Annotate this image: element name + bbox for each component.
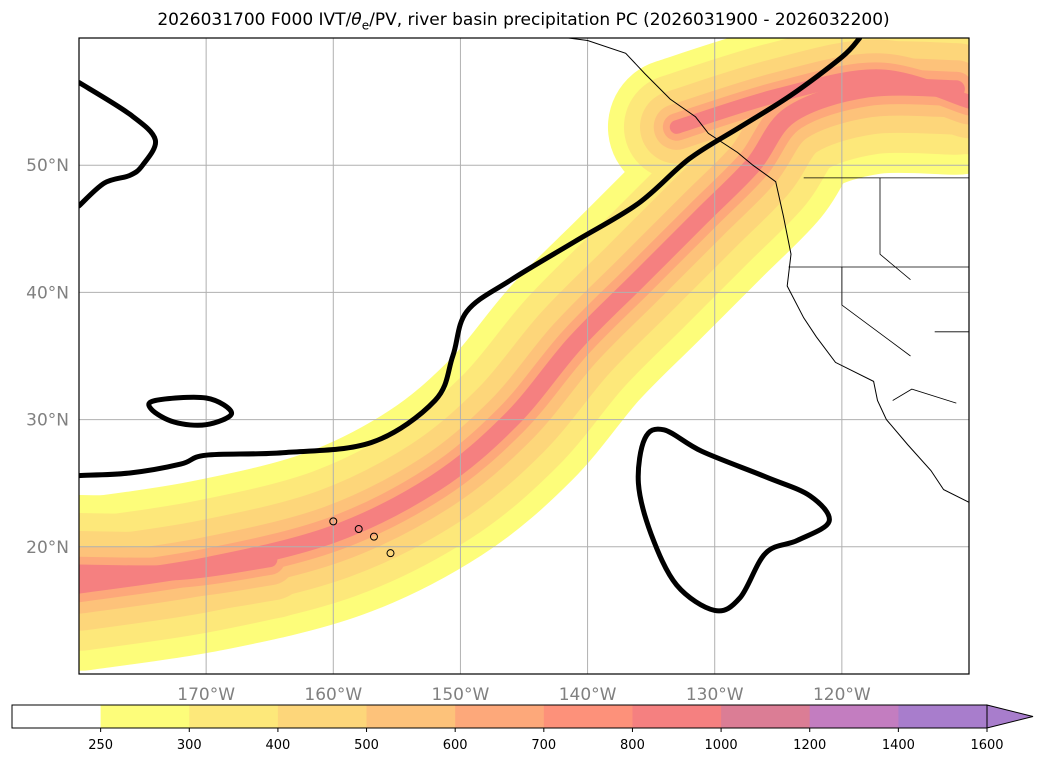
pv-contour-jet [79, 38, 863, 479]
colorbar-tick-label: 600 [443, 738, 468, 753]
colorbar-tick-label: 400 [265, 738, 290, 753]
colorbar-tick-label: 800 [620, 738, 645, 753]
ivt-north-band-800 [669, 69, 969, 134]
hawaii-island [369, 532, 378, 541]
colorbar-tick-label: 1000 [705, 738, 738, 753]
lat-tick-label: 30°N [26, 411, 69, 431]
colorbar-swatch [455, 705, 545, 728]
colorbar-frame [11, 704, 987, 729]
political-border [892, 388, 957, 404]
political-border [841, 267, 911, 357]
colorbar-swatch [366, 705, 456, 728]
lat-tick-label: 20°N [26, 538, 69, 558]
colorbar-swatch [12, 705, 102, 728]
lon-tick-label: 170°W [177, 685, 235, 705]
colorbar-extend-arrow [986, 704, 1034, 729]
hawaii-island [329, 517, 338, 526]
lon-tick-label: 130°W [686, 685, 744, 705]
colorbar-tick-label: 500 [354, 738, 379, 753]
colorbar-swatch [277, 705, 367, 728]
colorbar-swatch [189, 705, 279, 728]
colorbar-swatch [100, 705, 190, 728]
colorbar-tick-label: 1400 [882, 738, 915, 753]
colorbar-swatch [543, 705, 633, 728]
lat-tick-label: 40°N [26, 283, 69, 303]
map-plot-area [79, 38, 969, 674]
lon-tick-label: 140°W [559, 685, 617, 705]
hawaii-island [354, 524, 363, 533]
colorbar-tick-label: 1200 [793, 738, 826, 753]
lon-tick-label: 160°W [304, 685, 362, 705]
ivt-core-band-800 [79, 78, 965, 594]
ivt-west-band-800 [79, 551, 278, 581]
colorbar: 250 300 400 500 600 700 800 1000 1200 1400 1600 [11, 704, 1034, 753]
hawaii-island [386, 549, 395, 558]
colorbar-swatch [809, 705, 899, 728]
colorbar-swatch [632, 705, 722, 728]
ivt-shading [79, 38, 969, 671]
colorbar-swatch [721, 705, 811, 728]
pv-contours [79, 38, 863, 614]
lat-tick-label: 50°N [26, 156, 69, 176]
colorbar-swatch [898, 705, 988, 728]
colorbar-tick-label: 1600 [970, 738, 1003, 753]
colorbar-tick-label: 300 [177, 738, 202, 753]
pv-contour-central-loop [635, 426, 832, 614]
colorbar-tick-label: 250 [88, 738, 113, 753]
chart-title: 2026031700 F000 IVT/θe/PV, river basin p… [157, 10, 890, 33]
colorbar-tick-label: 700 [531, 738, 556, 753]
lon-tick-label: 150°W [432, 685, 490, 705]
coastline [435, 38, 969, 503]
pv-contour-nw-corner [79, 80, 159, 209]
pv-contour-west-small [146, 394, 235, 428]
lon-tick-labels: 170°W 160°W 150°W 140°W 130°W 120°W [177, 685, 871, 705]
lat-tick-labels: 50°N 40°N 30°N 20°N [26, 156, 69, 558]
gridlines [79, 38, 969, 674]
coastline-layer [329, 38, 969, 558]
political-border [879, 177, 911, 281]
map-frame [78, 37, 970, 675]
lon-tick-label: 120°W [813, 685, 871, 705]
